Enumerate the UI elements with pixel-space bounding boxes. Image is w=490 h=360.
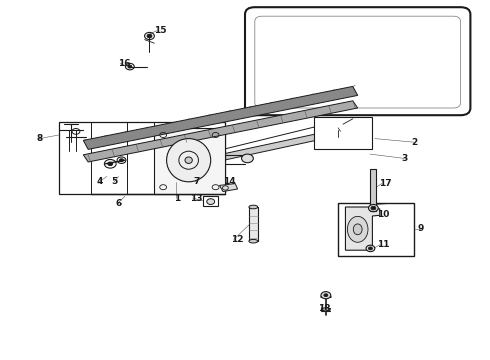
Ellipse shape: [324, 294, 328, 297]
Ellipse shape: [366, 245, 375, 252]
Text: 1: 1: [174, 194, 180, 202]
Ellipse shape: [207, 199, 215, 204]
Ellipse shape: [242, 154, 253, 163]
Text: 6: 6: [115, 199, 122, 208]
Ellipse shape: [147, 34, 152, 38]
Text: 12: 12: [231, 235, 244, 244]
Bar: [370, 169, 376, 211]
Ellipse shape: [371, 206, 376, 210]
Text: 4: 4: [97, 177, 103, 186]
Text: 7: 7: [194, 177, 200, 186]
Text: 15: 15: [154, 26, 167, 35]
Ellipse shape: [347, 216, 368, 242]
Text: 14: 14: [223, 177, 236, 186]
Ellipse shape: [353, 224, 362, 235]
Ellipse shape: [368, 247, 372, 250]
Text: 5: 5: [112, 177, 118, 186]
Bar: [203, 196, 218, 206]
Text: 3: 3: [402, 154, 408, 163]
Ellipse shape: [249, 205, 258, 209]
Text: 11: 11: [377, 240, 390, 249]
Ellipse shape: [321, 308, 330, 311]
Ellipse shape: [249, 239, 258, 243]
Polygon shape: [154, 128, 225, 194]
Text: 9: 9: [417, 224, 424, 233]
Text: 8: 8: [37, 134, 43, 143]
Polygon shape: [83, 86, 358, 149]
Ellipse shape: [167, 139, 211, 182]
Polygon shape: [345, 207, 380, 250]
Ellipse shape: [108, 162, 113, 166]
Bar: [59, 122, 225, 194]
Text: 13: 13: [190, 194, 203, 202]
Bar: [314, 117, 372, 149]
Text: 10: 10: [377, 210, 390, 219]
Bar: [338, 203, 414, 256]
Bar: [249, 207, 258, 241]
Text: 2: 2: [412, 138, 418, 147]
Polygon shape: [69, 126, 358, 193]
Ellipse shape: [185, 157, 193, 163]
Text: 18: 18: [318, 304, 331, 313]
Text: 16: 16: [118, 58, 130, 68]
Ellipse shape: [128, 65, 132, 68]
Ellipse shape: [368, 204, 378, 212]
Polygon shape: [220, 184, 238, 192]
Ellipse shape: [321, 292, 331, 299]
Polygon shape: [83, 101, 358, 162]
Text: 17: 17: [379, 179, 392, 188]
Ellipse shape: [120, 159, 123, 162]
